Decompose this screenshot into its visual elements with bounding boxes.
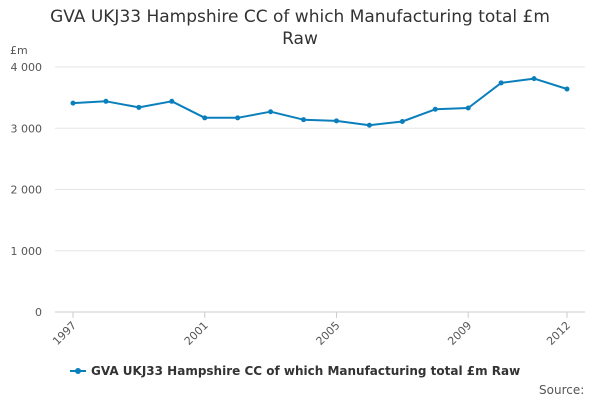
data-point[interactable] (169, 98, 175, 104)
y-tick-label: 4 000 (11, 61, 43, 74)
data-point[interactable] (70, 100, 76, 106)
x-tick-label: 2005 (314, 319, 343, 348)
y-tick-label: 0 (35, 306, 42, 319)
data-point[interactable] (564, 86, 570, 92)
data-point[interactable] (202, 115, 208, 121)
data-point[interactable] (268, 109, 274, 115)
x-tick-label: 2012 (544, 319, 573, 348)
y-tick-label: 3 000 (11, 122, 43, 135)
data-point[interactable] (333, 118, 339, 124)
data-point[interactable] (465, 105, 471, 111)
data-point[interactable] (432, 106, 438, 112)
y-tick-label: 2 000 (11, 184, 43, 197)
legend-series-label: GVA UKJ33 Hampshire CC of which Manufact… (91, 364, 521, 378)
source-label: Source: (539, 383, 585, 397)
data-point[interactable] (301, 117, 307, 123)
legend-series-marker (70, 366, 86, 376)
chart-title: GVA UKJ33 Hampshire CC of which Manufact… (0, 6, 600, 50)
y-axis-unit-label: £m (10, 44, 28, 57)
data-point[interactable] (531, 76, 537, 82)
data-point[interactable] (498, 80, 504, 86)
chart-legend[interactable]: GVA UKJ33 Hampshire CC of which Manufact… (70, 364, 520, 378)
data-point[interactable] (235, 115, 241, 121)
x-tick-label: 2009 (445, 319, 474, 348)
data-point[interactable] (366, 122, 372, 128)
series-line (72, 77, 568, 127)
chart-title-line-1: GVA UKJ33 Hampshire CC of which Manufact… (50, 7, 550, 27)
x-tick-label: 1997 (50, 319, 79, 348)
data-point[interactable] (136, 104, 142, 110)
y-tick-label: 1 000 (11, 245, 43, 258)
data-point[interactable] (103, 98, 109, 104)
chart-title-line-2: Raw (282, 29, 318, 49)
x-tick-label: 2001 (182, 319, 211, 348)
data-point[interactable] (399, 119, 405, 125)
